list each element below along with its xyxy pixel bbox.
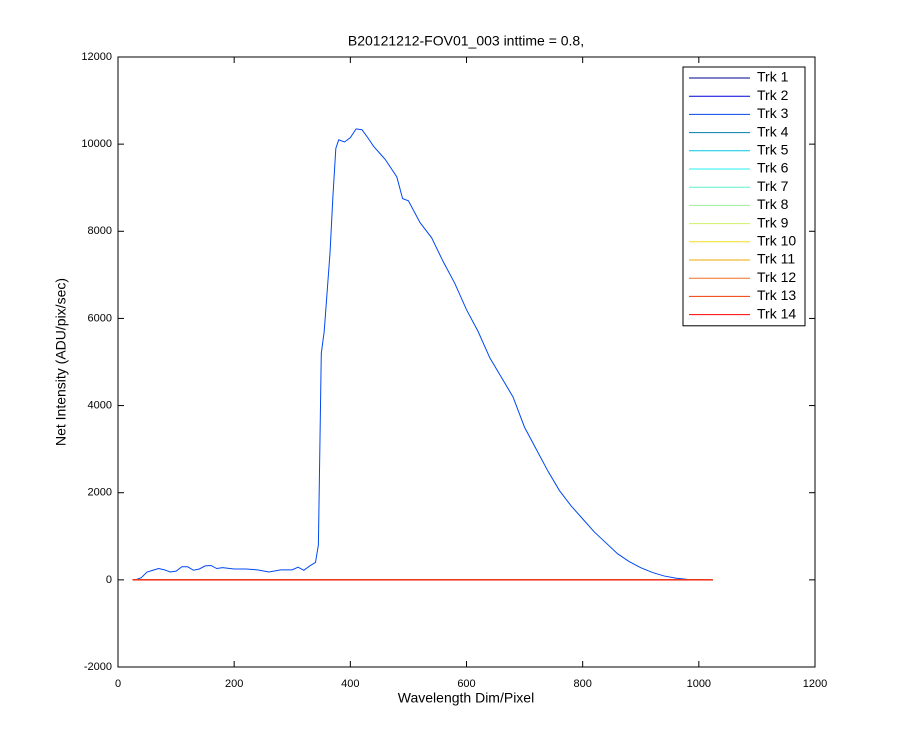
x-tick-label: 0 <box>115 678 121 690</box>
legend-label: Trk 8 <box>757 196 789 212</box>
legend-label: Trk 10 <box>757 233 796 249</box>
y-tick-label: 6000 <box>88 312 112 324</box>
legend-box <box>682 66 806 327</box>
x-axis-label: Wavelength Dim/Pixel <box>398 690 534 706</box>
x-tick-label: 1200 <box>803 678 827 690</box>
y-axis-label: Net Intensity (ADU/pix/sec) <box>53 278 69 446</box>
legend-label: Trk 14 <box>757 305 796 321</box>
legend-label: Trk 9 <box>757 214 789 230</box>
chart-title: B20121212-FOV01_003 inttime = 0.8, <box>348 33 584 49</box>
y-tick-label: 2000 <box>88 487 112 499</box>
x-tick-label: 600 <box>457 678 475 690</box>
legend-label: Trk 2 <box>757 87 789 103</box>
legend-label: Trk 7 <box>757 178 789 194</box>
series-line <box>135 128 699 581</box>
y-tick-label: 0 <box>106 574 112 586</box>
legend-label: Trk 4 <box>757 123 789 139</box>
y-tick-label: -2000 <box>84 661 112 673</box>
y-tick-label: 10000 <box>81 138 112 150</box>
legend-label: Trk 13 <box>757 287 796 303</box>
legend-label: Trk 11 <box>757 251 795 267</box>
x-tick-label: 200 <box>225 678 243 690</box>
legend-label: Trk 12 <box>757 269 796 285</box>
x-tick-label: 800 <box>573 678 591 690</box>
legend-label: Trk 6 <box>757 160 789 176</box>
legend-label: Trk 5 <box>757 142 789 158</box>
legend-label: Trk 3 <box>757 105 789 121</box>
legend-label: Trk 1 <box>757 69 789 85</box>
x-tick-label: 1000 <box>687 678 711 690</box>
y-tick-label: 8000 <box>88 225 112 237</box>
x-tick-label: 400 <box>341 678 359 690</box>
y-tick-label: 12000 <box>81 51 112 63</box>
y-tick-label: 4000 <box>88 399 112 411</box>
